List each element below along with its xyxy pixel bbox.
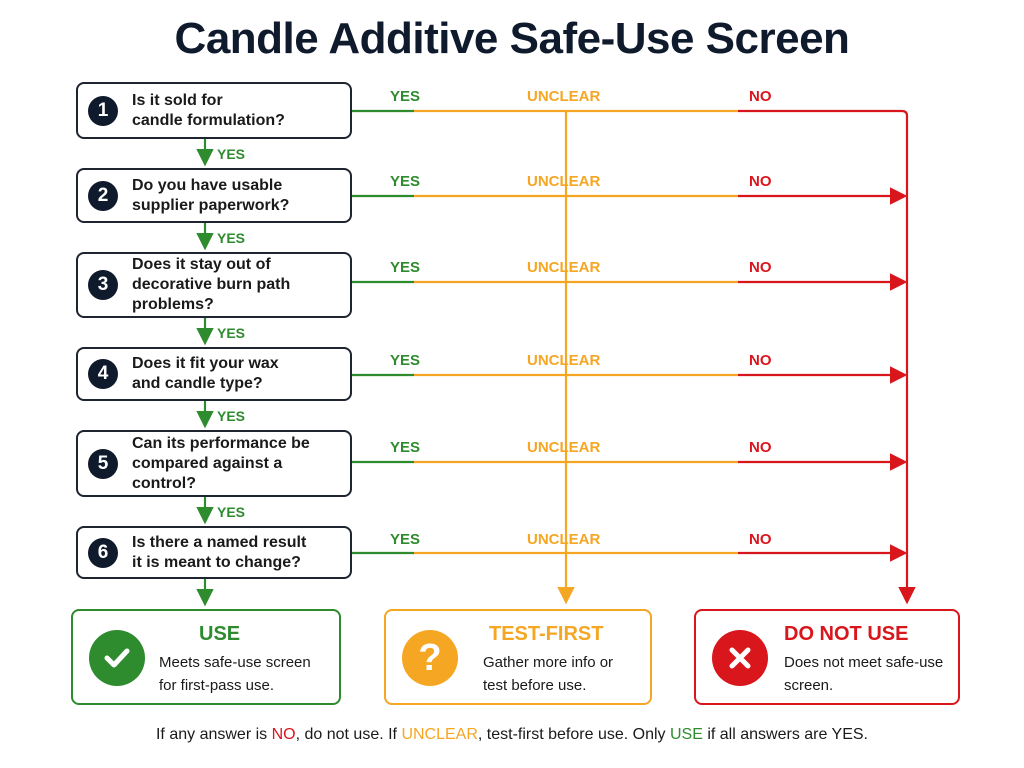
outcome-description: Does not meet safe-use screen. <box>784 654 944 694</box>
yes-label: YES <box>390 259 421 276</box>
no-label: NO <box>749 88 772 105</box>
question-box-3: 3 Does it stay out of decorative burn pat… <box>76 252 352 318</box>
step-number-badge: 3 <box>88 270 118 300</box>
yes-down-label: YES <box>217 504 246 520</box>
yes-down-label: YES <box>217 325 246 341</box>
question-box-2: 2 Do you have usable supplier paperwork? <box>76 168 352 223</box>
step-number-badge: 4 <box>88 359 118 389</box>
no-label: NO <box>749 173 772 190</box>
outcome-use: USE Meets safe-use screen for first-pass … <box>71 609 341 705</box>
question-text: Is there a named result it is meant to ch… <box>132 533 307 571</box>
step-number-badge: 5 <box>88 448 118 479</box>
outcome-test-first: ? TEST-FIRST Gather more info or test bef… <box>384 609 652 705</box>
check-icon <box>89 630 145 686</box>
question-box-6: 6 Is there a named result it is meant to … <box>76 526 352 579</box>
unclear-label: UNCLEAR <box>527 88 601 105</box>
page-title: Candle Additive Safe-Use Screen <box>174 14 850 63</box>
question-text: Is it sold for candle formulation? <box>132 91 285 129</box>
outcome-title: USE <box>199 623 241 645</box>
question-icon: ? <box>402 630 458 686</box>
footer-note: If any answer is NO, do not use. If UNCL… <box>155 726 868 743</box>
question-box-4: 4 Does it fit your wax and candle type? <box>76 347 352 401</box>
question-text: Do you have usable supplier paperwork? <box>132 176 290 214</box>
unclear-label: UNCLEAR <box>527 259 601 276</box>
step-number-badge: 6 <box>88 537 118 568</box>
question-text: Does it stay out of decorative burn path p… <box>132 256 291 313</box>
unclear-label: UNCLEAR <box>527 352 601 369</box>
unclear-label: UNCLEAR <box>527 173 601 190</box>
question-text: Can its performance be compared against a… <box>132 434 310 492</box>
yes-label: YES <box>390 173 421 190</box>
outcome-do-not-use: DO NOT USE Does not meet safe-use screen. <box>694 609 960 705</box>
unclear-label: UNCLEAR <box>527 531 601 548</box>
x-icon <box>712 630 768 686</box>
yes-down-label: YES <box>217 408 246 424</box>
yes-label: YES <box>390 531 421 548</box>
yes-label: YES <box>390 88 421 105</box>
no-label: NO <box>749 259 772 276</box>
question-box-1: 1 Is it sold for candle formulation? <box>76 82 352 139</box>
no-label: NO <box>749 531 772 548</box>
yes-down-label: YES <box>217 230 246 246</box>
no-label: NO <box>749 439 772 456</box>
yes-label: YES <box>390 352 421 369</box>
outcome-description: Meets safe-use screen for first-pass use. <box>159 654 311 694</box>
outcome-title: TEST-FIRST <box>489 623 604 645</box>
question-text: Does it fit your wax and candle type? <box>132 355 279 392</box>
no-label: NO <box>749 352 772 369</box>
yes-label: YES <box>390 439 421 456</box>
yes-down-label: YES <box>217 146 246 162</box>
step-number-badge: 1 <box>88 95 118 126</box>
outcome-title: DO NOT USE <box>784 623 909 645</box>
unclear-label: UNCLEAR <box>527 439 601 456</box>
step-number-badge: 2 <box>88 180 118 211</box>
outcome-description: Gather more info or test before use. <box>483 654 614 694</box>
question-box-5: 5 Can its performance be compared against… <box>76 430 352 497</box>
